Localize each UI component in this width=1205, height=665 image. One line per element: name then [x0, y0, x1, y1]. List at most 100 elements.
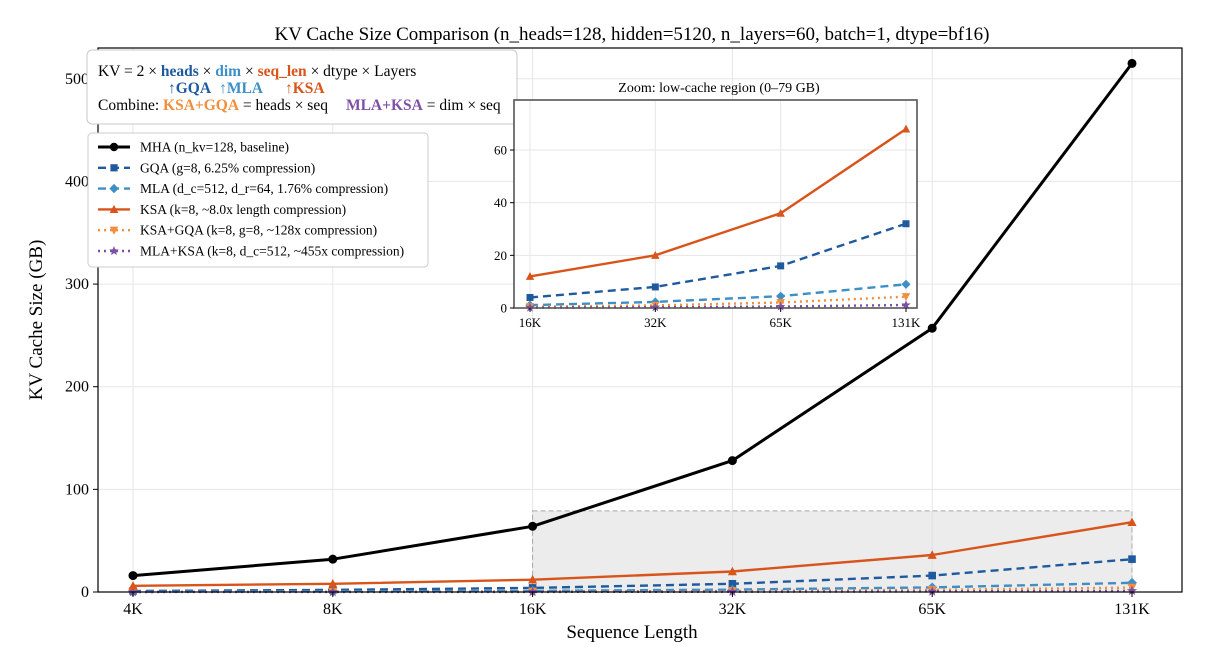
point-marker: [650, 302, 660, 312]
point-marker: [776, 301, 786, 311]
inset-background: [514, 100, 917, 308]
y-tick-label: 0: [81, 584, 89, 601]
formula-token: dim: [215, 63, 241, 80]
point-marker: [328, 554, 338, 564]
point-marker: [128, 571, 138, 581]
legend-label: GQA (g=8, 6.25% compression): [140, 160, 315, 175]
series-line: [132, 521, 1133, 587]
point-marker: [109, 142, 119, 152]
formula-token: seq_len: [258, 63, 307, 80]
inset-x-tick-label: 32K: [644, 315, 667, 330]
formula-token: = heads × seq: [239, 97, 328, 114]
inset-x-tick-label: 65K: [769, 315, 792, 330]
point-marker: [328, 579, 338, 588]
zoom-region-highlight: [532, 510, 1133, 593]
point-marker: [776, 291, 786, 301]
inset-x-tick-label: 16K: [519, 315, 542, 330]
point-marker: [525, 302, 535, 312]
formula-arrows: ↑GQA ↑MLA ↑KSA: [168, 80, 325, 97]
y-tick-label: 400: [65, 173, 89, 190]
point-marker: [901, 300, 911, 309]
point-marker: [727, 566, 737, 576]
point-marker: [727, 586, 738, 597]
inset-y-tick-label: 20: [494, 248, 507, 263]
point-marker: [528, 574, 538, 584]
point-marker: [727, 456, 737, 466]
formula-token: heads: [161, 63, 199, 80]
point-marker: [651, 283, 659, 291]
legend-label: KSA (k=8, ~8.0x length compression): [140, 202, 346, 217]
formula-token: KV = 2 ×: [98, 63, 161, 80]
formula-token: ↑GQA: [168, 80, 212, 97]
point-marker: [777, 262, 785, 270]
inset-series-line: [529, 303, 907, 309]
x-axis-label: Sequence Length: [566, 622, 698, 643]
point-marker: [528, 521, 538, 531]
formula-token: = dim × seq: [423, 97, 501, 114]
legend-label: MLA+KSA (k=8, d_c=512, ~455x compression…: [140, 244, 404, 259]
formula-box-frame: [86, 49, 518, 125]
point-marker: [525, 272, 535, 280]
point-marker: [526, 293, 534, 301]
x-tick-label: 65K: [918, 601, 946, 618]
formula-token: Combine:: [98, 97, 163, 114]
inset-frame: [513, 99, 918, 309]
y-tick-label: 200: [65, 379, 89, 396]
inset-plot-area: 16K 32K 65K 131K 0 20 40 60: [494, 99, 922, 330]
chart-title: KV Cache Size Comparison (n_heads=128, h…: [275, 24, 990, 45]
formula-line: KV = 2 × heads × dim × seq_len × dtype ×…: [98, 63, 416, 80]
point-marker: [901, 279, 911, 289]
point-marker: [927, 323, 937, 333]
formula-token: ↑KSA: [285, 80, 325, 97]
formula-box: KV = 2 × heads × dim × seq_len × dtype ×…: [86, 49, 518, 125]
legend-label: KSA+GQA (k=8, g=8, ~128x compression): [140, 223, 377, 238]
legend-label: MLA (d_c=512, d_r=64, 1.76% compression): [140, 181, 388, 196]
point-marker: [128, 581, 138, 590]
inset-series-line: [529, 128, 907, 278]
point-marker: [1128, 555, 1136, 563]
x-tick-label: 4K: [123, 601, 143, 618]
point-marker: [776, 208, 785, 217]
formula-token: KSA+GQA: [163, 97, 240, 114]
y-tick-label: 100: [65, 481, 89, 498]
formula-token: × dtype × Layers: [307, 63, 417, 80]
formula-combine: Combine: KSA+GQA = heads × seq MLA+KSA = …: [98, 97, 501, 114]
y-tick-label: 500: [65, 71, 89, 88]
point-marker: [110, 164, 118, 172]
point-marker: [902, 220, 910, 228]
point-marker: [1127, 517, 1137, 527]
point-marker: [928, 571, 936, 580]
point-marker: [927, 550, 937, 559]
point-marker: [109, 245, 119, 256]
point-marker: [901, 124, 911, 133]
x-tick-label: 16K: [519, 601, 547, 618]
point-marker: [927, 586, 938, 596]
formula-token: ×: [199, 63, 216, 80]
y-tick-label: 300: [65, 276, 89, 293]
inset-y-tick-label: 60: [494, 143, 507, 158]
inset-title: Zoom: low-cache region (0–79 GB): [618, 81, 820, 96]
series-line: [132, 558, 1133, 593]
formula-token: ↑MLA: [219, 80, 264, 97]
formula-token: MLA+KSA: [346, 97, 424, 114]
point-marker: [1126, 585, 1138, 596]
series-line: [132, 62, 1134, 578]
point-marker: [109, 226, 119, 235]
inset-series-line: [529, 295, 907, 308]
x-tick-label: 8K: [323, 601, 343, 618]
legend: MHA (n_kv=128, baseline) GQA (g=8, 6.25% …: [87, 132, 429, 268]
point-marker: [109, 204, 119, 213]
inset-series-line: [529, 222, 907, 299]
point-marker: [651, 250, 660, 259]
legend-label: MHA (n_kv=128, baseline): [140, 140, 289, 155]
inset-x-tick-label: 131K: [892, 315, 922, 330]
point-marker: [1127, 577, 1137, 588]
x-tick-label: 32K: [719, 601, 747, 618]
point-marker: [1127, 58, 1137, 68]
inset-y-tick-label: 40: [494, 195, 507, 210]
point-marker: [109, 183, 119, 194]
inset-y-tick-label: 0: [501, 301, 508, 316]
legend-frame: [87, 132, 429, 268]
